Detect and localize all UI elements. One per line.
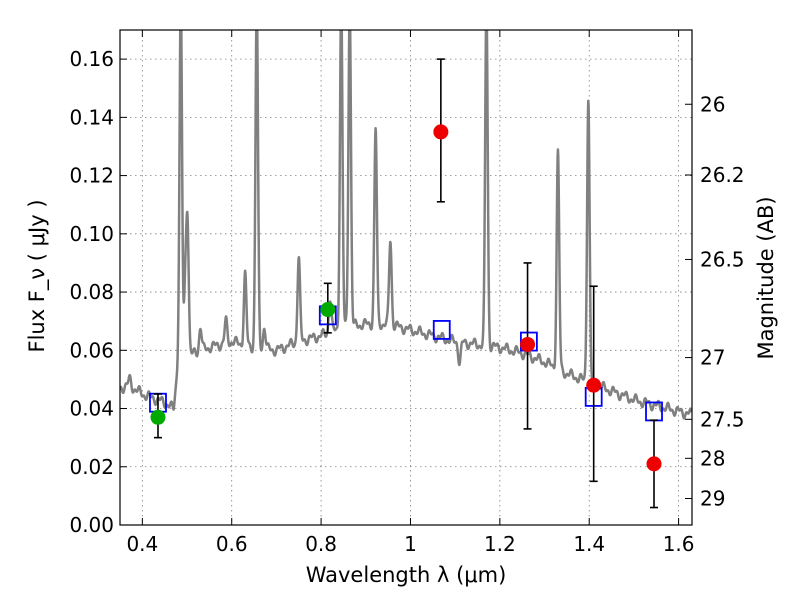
y-tick-label: 0.06 xyxy=(69,338,114,362)
data-points xyxy=(149,58,663,509)
x-tick-label: 1.6 xyxy=(663,532,695,556)
x-tick-label: 0.6 xyxy=(216,532,248,556)
right-tick-label: 26.5 xyxy=(700,247,745,271)
red-point-marker xyxy=(433,124,449,140)
spectrum-line xyxy=(120,30,692,420)
axis-ticks: 0.4 0.6 0.8 1 1.2 1.4 1.6 0.00 0.02 0.04 0.06 0.08 0… xyxy=(69,30,745,556)
right-tick-label: 29 xyxy=(700,487,725,511)
x-tick-label: 1.4 xyxy=(573,532,605,556)
y-tick-label: 0.02 xyxy=(69,455,114,479)
y-tick-label: 0.00 xyxy=(69,513,114,537)
green-point-marker xyxy=(150,409,166,425)
right-tick-label: 27.5 xyxy=(700,407,745,431)
y-tick-label: 0.14 xyxy=(69,105,114,129)
grid-lines xyxy=(120,30,692,526)
green-point-marker xyxy=(320,302,336,318)
red-point-marker xyxy=(646,456,662,472)
plot-frame xyxy=(119,29,693,526)
right-axis-label: Magnitude (AB) xyxy=(754,196,778,359)
spectrum-series xyxy=(120,30,692,420)
red-point-marker xyxy=(520,336,536,352)
y-axis-label: Flux F_ν ( μJy ) xyxy=(25,199,50,352)
y-tick-label: 0.12 xyxy=(69,164,114,188)
y-tick-label: 0.10 xyxy=(69,222,114,246)
x-tick-label: 1.2 xyxy=(484,532,516,556)
x-axis-label: Wavelength λ (μm) xyxy=(306,563,507,587)
right-tick-label: 27 xyxy=(700,346,725,370)
y-tick-label: 0.16 xyxy=(69,47,114,71)
x-tick-label: 1 xyxy=(404,532,417,556)
x-tick-label: 0.4 xyxy=(126,532,158,556)
y-tick-label: 0.08 xyxy=(69,280,114,304)
model-square-marker xyxy=(432,320,451,340)
red-point-marker xyxy=(586,377,602,393)
right-tick-label: 26 xyxy=(700,92,725,116)
y-tick-label: 0.04 xyxy=(69,397,114,421)
x-tick-label: 0.8 xyxy=(305,532,337,556)
right-tick-label: 26.2 xyxy=(700,163,745,187)
right-tick-label: 28 xyxy=(700,446,725,470)
